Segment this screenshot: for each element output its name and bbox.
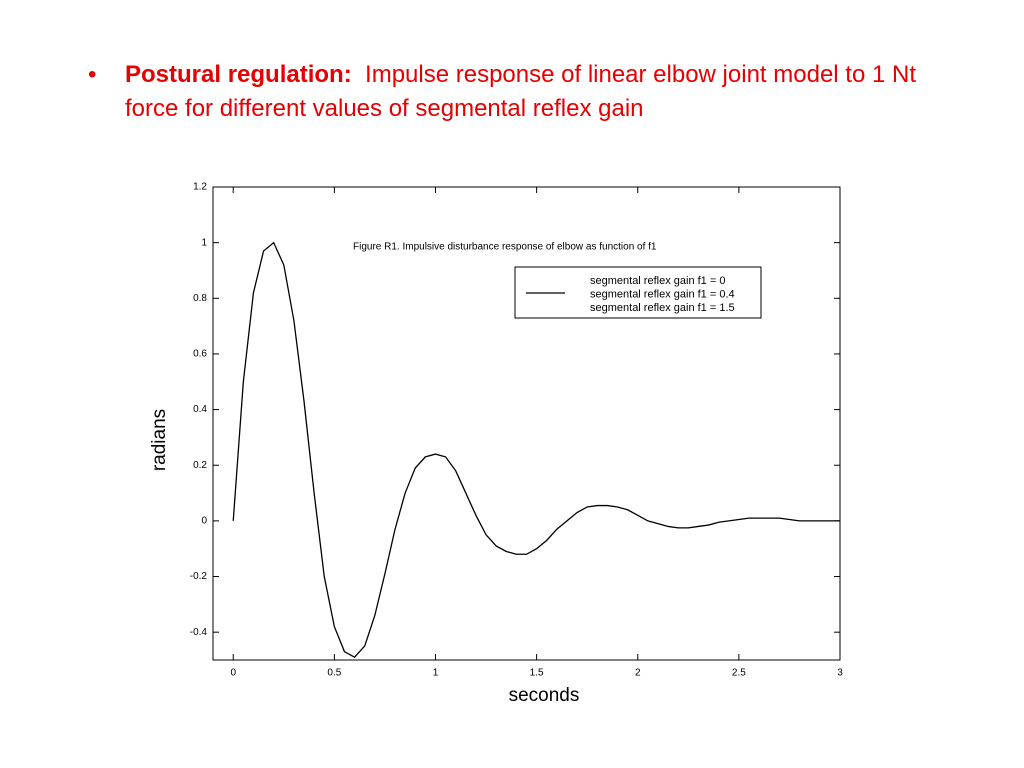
header-body: Impulse response of linear elbow joint m… bbox=[125, 61, 916, 122]
y-axis-label: radians bbox=[149, 409, 170, 471]
x-tick-label: 0 bbox=[230, 668, 236, 679]
x-tick-label: 1.5 bbox=[530, 668, 544, 679]
header: • Postural regulation: Impulse response … bbox=[88, 58, 928, 126]
header-text: Postural regulation: Impulse response of… bbox=[125, 58, 925, 126]
x-tick-label: 3 bbox=[837, 668, 843, 679]
x-tick-label: 2 bbox=[635, 668, 641, 679]
y-tick-label: -0.2 bbox=[190, 571, 208, 582]
plot-frame bbox=[212, 186, 841, 661]
header-lead: Postural regulation: bbox=[125, 61, 352, 88]
chart-title: Figure R1. Impulsive disturbance respons… bbox=[353, 242, 657, 253]
x-axis-label: seconds bbox=[509, 685, 580, 706]
x-tick-label: 2.5 bbox=[732, 668, 746, 679]
legend-label: segmental reflex gain f1 = 0 bbox=[590, 275, 725, 287]
legend-label: segmental reflex gain f1 = 0.4 bbox=[590, 288, 735, 300]
y-tick-label: 0 bbox=[201, 516, 207, 527]
y-tick-label: 0.4 bbox=[193, 404, 207, 415]
legend-label: segmental reflex gain f1 = 1.5 bbox=[590, 302, 735, 314]
x-tick-label: 1 bbox=[433, 668, 439, 679]
bullet: • bbox=[88, 61, 97, 88]
y-tick-label: 0.2 bbox=[193, 460, 207, 471]
y-tick-label: 0.6 bbox=[193, 349, 207, 360]
y-tick-label: 1 bbox=[201, 237, 207, 248]
x-tick-label: 0.5 bbox=[327, 668, 341, 679]
y-tick-label: -0.4 bbox=[190, 627, 208, 638]
y-tick-label: 1.2 bbox=[193, 182, 207, 193]
y-tick-label: 0.8 bbox=[193, 293, 207, 304]
line-series bbox=[232, 241, 840, 659]
